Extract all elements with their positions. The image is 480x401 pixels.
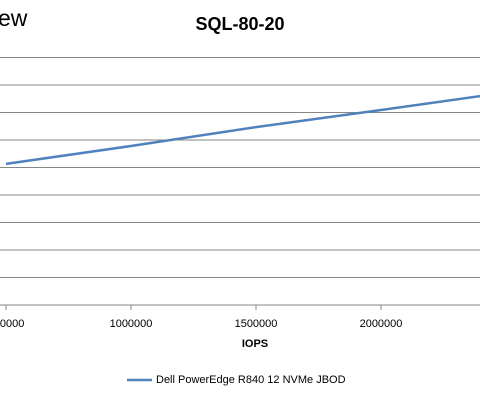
data-line [5,94,480,166]
x-tick-label: 1500000 [235,318,278,330]
chart-title: SQL-80-20 [195,14,284,34]
x-tick-label: 2000000 [360,318,403,330]
logo-text: ew [0,5,28,31]
x-tick-label: 1000000 [110,318,153,330]
x-axis-title: IOPS [242,338,268,350]
x-tick-label: 500000 [0,318,24,330]
legend-label: Dell PowerEdge R840 12 NVMe JBOD [156,374,346,386]
